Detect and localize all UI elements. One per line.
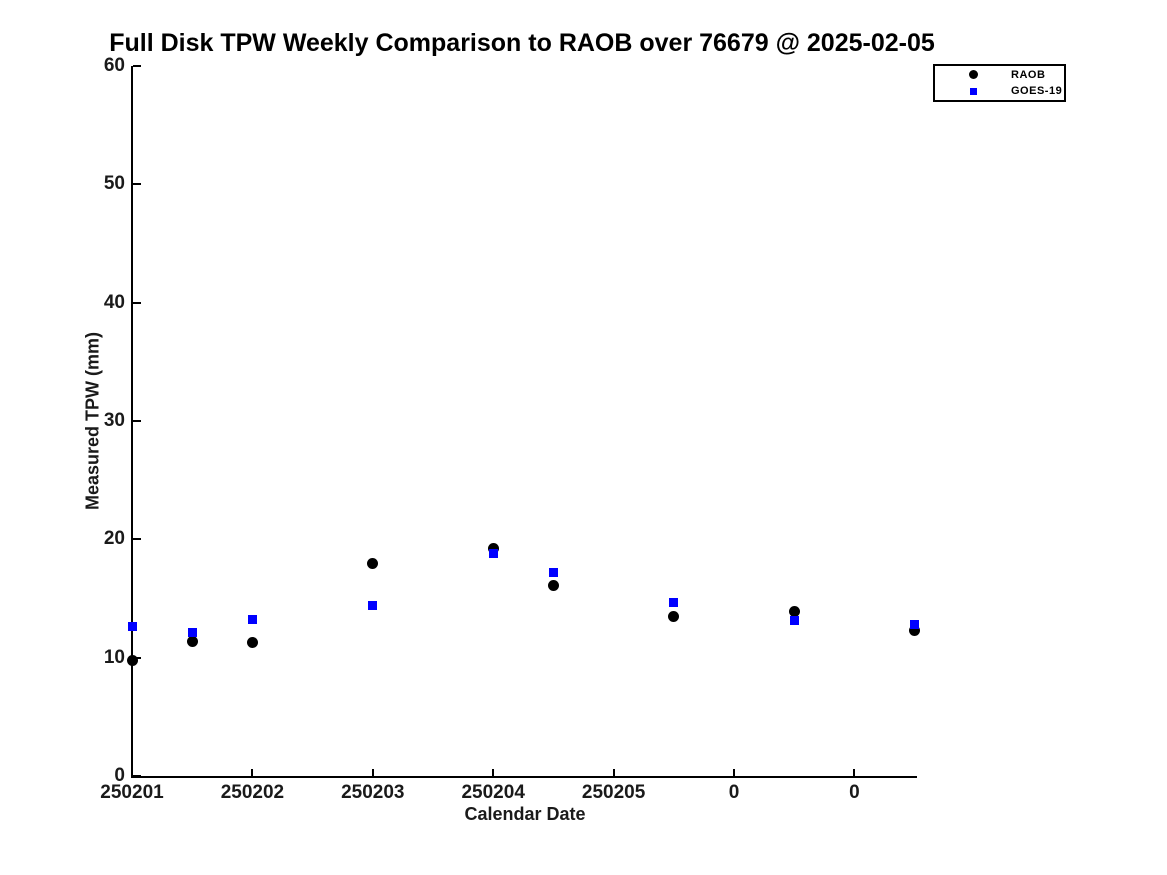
data-point-raob (367, 557, 379, 569)
x-tick-label: 0 (728, 782, 740, 803)
y-tick-mark (133, 775, 141, 777)
legend-item-goes-19: GOES-19 (935, 84, 1064, 99)
data-point-raob (788, 606, 800, 618)
data-point-raob (909, 624, 921, 636)
data-point-goes-19 (669, 597, 679, 607)
x-axis-spine (131, 776, 917, 778)
data-point-raob (186, 635, 198, 647)
x-tick-label: 250201 (100, 782, 164, 803)
legend-label-raob: RAOB (1011, 68, 1046, 81)
data-point-goes-19 (548, 567, 558, 577)
x-tick-mark (131, 769, 133, 776)
y-tick-mark (133, 183, 141, 186)
data-point-goes-19 (789, 616, 799, 626)
x-tick-mark (492, 769, 495, 776)
y-tick-label: 40 (103, 291, 125, 313)
y-tick-label: 30 (103, 410, 125, 431)
y-tick-label: 0 (114, 765, 125, 786)
data-point-raob (547, 579, 559, 591)
data-point-goes-19 (187, 628, 197, 638)
data-point-goes-19 (368, 601, 378, 611)
x-tick-label: 250202 (220, 782, 285, 803)
legend-item-raob: RAOB (935, 67, 1064, 82)
x-tick-label: 0 (849, 782, 860, 803)
y-axis-spine (131, 66, 133, 778)
square-icon (969, 87, 977, 95)
x-tick-label: 250203 (341, 782, 405, 803)
data-point-goes-19 (910, 620, 920, 630)
data-point-raob (126, 654, 138, 666)
x-tick-mark (853, 769, 856, 776)
y-tick-mark (133, 65, 141, 67)
y-tick-label: 20 (103, 528, 125, 550)
y-tick-mark (133, 420, 141, 422)
y-tick-label: 10 (103, 646, 125, 668)
legend: RAOB GOES-19 (933, 64, 1066, 102)
x-tick-mark (251, 769, 254, 776)
data-point-raob (487, 543, 499, 555)
legend-label-goes-19: GOES-19 (1011, 85, 1063, 98)
data-point-raob (246, 636, 258, 648)
x-tick-mark (371, 769, 374, 776)
y-tick-label: 50 (103, 173, 125, 195)
y-tick-mark (133, 538, 141, 541)
circle-icon (968, 70, 978, 80)
x-tick-mark (612, 769, 615, 776)
chart-title: Full Disk TPW Weekly Comparison to RAOB … (109, 29, 935, 57)
x-axis-label: Calendar Date (464, 804, 586, 824)
x-tick-mark (732, 769, 735, 776)
y-tick-mark (133, 301, 141, 304)
data-point-goes-19 (488, 549, 498, 559)
x-tick-label: 250204 (461, 782, 525, 803)
x-tick-label: 250205 (581, 782, 646, 803)
data-point-raob (668, 610, 680, 622)
y-tick-label: 60 (103, 55, 125, 76)
data-point-goes-19 (247, 615, 257, 625)
data-point-goes-19 (127, 622, 137, 632)
